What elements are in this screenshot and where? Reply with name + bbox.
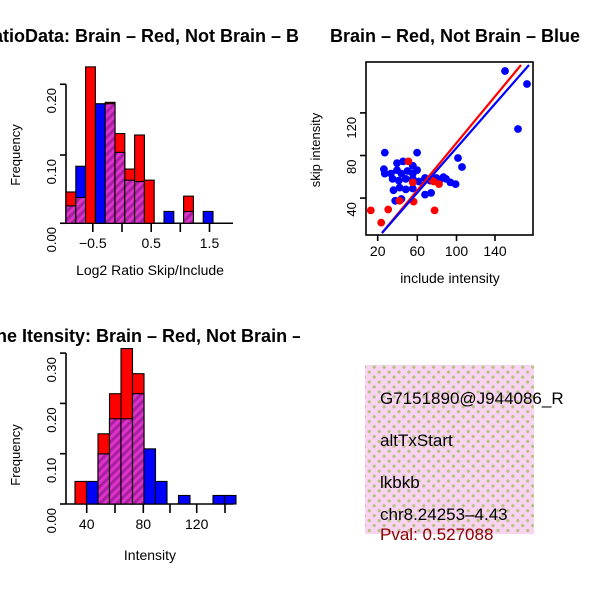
svg-text:lkbkb: lkbkb <box>380 473 420 492</box>
svg-text:40: 40 <box>344 202 359 216</box>
svg-text:include intensity: include intensity <box>400 270 500 286</box>
svg-text:0.5: 0.5 <box>141 235 161 251</box>
svg-text:G7151890@J944086_R: G7151890@J944086_R <box>380 389 564 408</box>
svg-text:0.10: 0.10 <box>44 458 59 483</box>
svg-text:Frequency: Frequency <box>8 124 23 186</box>
svg-text:altTxStart: altTxStart <box>380 431 453 450</box>
svg-text:40: 40 <box>79 516 95 532</box>
svg-text:100: 100 <box>445 243 469 259</box>
svg-text:80: 80 <box>344 160 359 174</box>
svg-text:Frequency: Frequency <box>8 424 23 486</box>
svg-text:0.30: 0.30 <box>44 357 59 382</box>
svg-text:−0.5: −0.5 <box>79 235 107 251</box>
svg-text:skip intensity: skip intensity <box>308 112 323 187</box>
svg-text:0.10: 0.10 <box>44 159 59 184</box>
svg-text:0.20: 0.20 <box>44 88 59 113</box>
svg-text:Gene Itensity: Brain – Red, No: Gene Itensity: Brain – Red, Not Brain – … <box>0 326 346 346</box>
svg-text:0.20: 0.20 <box>44 407 59 432</box>
svg-text:20: 20 <box>370 243 386 259</box>
svg-text:RatioData: Brain – Red, Not Br: RatioData: Brain – Red, Not Brain – Blue <box>0 26 325 46</box>
svg-text:chr8.24253–4.43: chr8.24253–4.43 <box>380 505 508 524</box>
svg-text:120: 120 <box>185 516 209 532</box>
svg-text:120: 120 <box>344 117 359 139</box>
svg-text:140: 140 <box>483 243 507 259</box>
svg-text:0.00: 0.00 <box>44 508 59 533</box>
svg-text:80: 80 <box>136 516 152 532</box>
svg-text:Pval: 0.527088: Pval: 0.527088 <box>380 525 493 544</box>
svg-text:0.00: 0.00 <box>44 227 59 252</box>
svg-text:Log2 Ratio Skip/Include: Log2 Ratio Skip/Include <box>76 262 224 278</box>
svg-text:Brain – Red, Not Brain – Blue: Brain – Red, Not Brain – Blue <box>330 26 580 46</box>
svg-text:1.5: 1.5 <box>200 235 220 251</box>
svg-text:Intensity: Intensity <box>124 547 176 563</box>
svg-text:60: 60 <box>410 243 426 259</box>
